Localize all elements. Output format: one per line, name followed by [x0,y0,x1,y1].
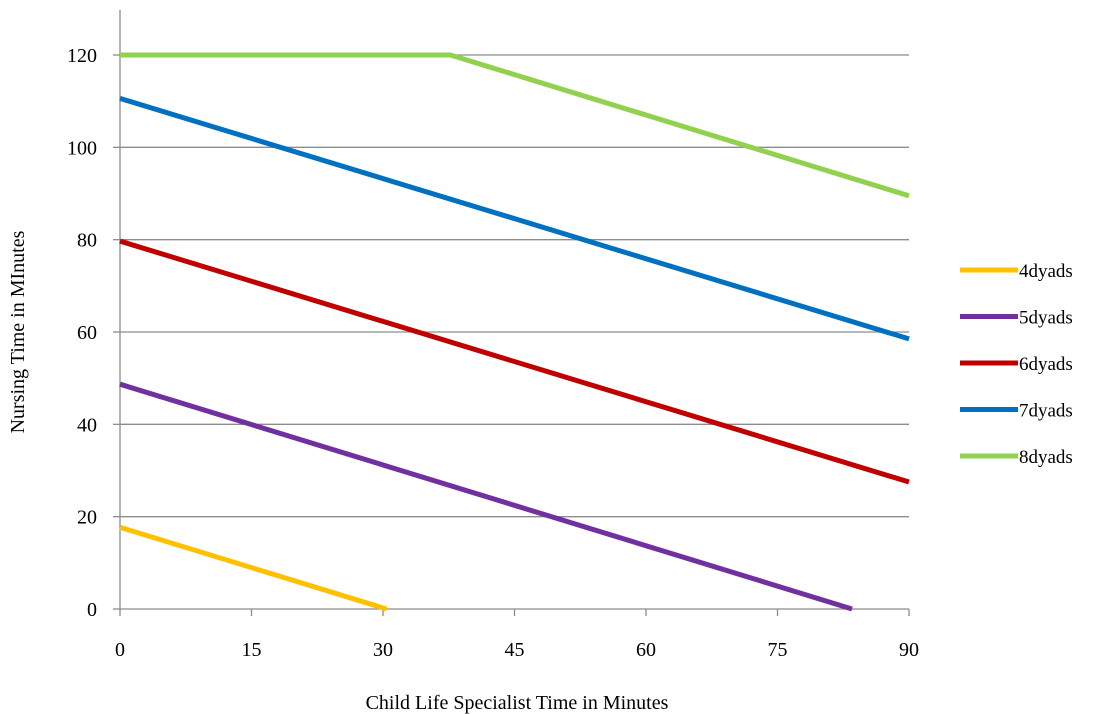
series-line-8dyads [120,52,910,199]
y-tick-label: 40 [77,414,97,436]
x-tick-label: 90 [899,639,919,661]
legend-label: 4dyads [1019,261,1073,282]
y-tick-label: 80 [77,230,97,252]
y-axis-ticks: 0 20 40 60 80 100 120 [67,45,120,621]
y-axis-title: Nursing Time in MInutes [7,230,29,433]
series-lines [119,52,910,612]
legend-label: 6dyads [1019,354,1073,375]
legend-label: 8dyads [1019,447,1073,468]
y-tick-label: 0 [87,599,97,621]
x-tick-label: 60 [636,639,656,661]
x-axis-ticks: 0 15 30 45 60 75 90 [115,609,919,661]
y-tick-label: 20 [77,507,97,529]
y-tick-label: 60 [77,322,97,344]
y-tick-label: 120 [67,45,97,67]
x-tick-label: 75 [768,639,788,661]
x-axis-title: Child Life Specialist Time in Minutes [366,692,669,714]
x-tick-label: 45 [505,639,525,661]
series-line-6dyads [119,238,910,485]
legend: 4dyads 5dyads 6dyads 7dyads 8dyads [960,261,1073,468]
y-tick-label: 100 [67,137,97,159]
series-line-4dyads [119,524,388,612]
series-line-5dyads [119,381,853,612]
legend-label: 7dyads [1019,401,1073,422]
axes [119,10,909,610]
x-tick-label: 15 [242,639,262,661]
series-line-7dyads [119,96,910,342]
legend-label: 5dyads [1019,308,1073,329]
x-tick-label: 30 [373,639,393,661]
x-tick-label: 0 [115,639,125,661]
